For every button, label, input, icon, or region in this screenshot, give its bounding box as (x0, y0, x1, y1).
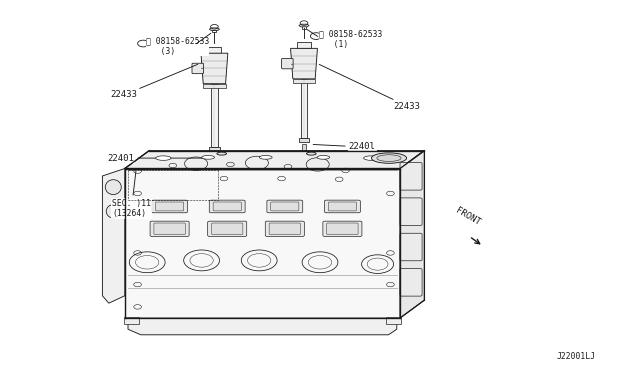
Ellipse shape (317, 155, 330, 159)
Ellipse shape (156, 156, 171, 160)
Bar (297, 42, 311, 48)
Bar (292, 79, 315, 83)
Polygon shape (128, 318, 397, 335)
Bar (212, 30, 216, 32)
FancyBboxPatch shape (282, 58, 293, 69)
FancyBboxPatch shape (269, 223, 301, 235)
FancyBboxPatch shape (152, 200, 188, 213)
FancyBboxPatch shape (150, 221, 189, 237)
Bar (211, 84, 218, 147)
FancyBboxPatch shape (209, 200, 245, 213)
Polygon shape (209, 147, 220, 152)
Text: Ⓑ 08158-62533
   (1): Ⓑ 08158-62533 (1) (319, 29, 382, 49)
FancyBboxPatch shape (327, 223, 358, 235)
FancyBboxPatch shape (265, 221, 305, 237)
Bar (124, 317, 139, 324)
Bar (204, 84, 226, 88)
FancyBboxPatch shape (156, 202, 184, 211)
Bar (212, 154, 217, 164)
Ellipse shape (259, 155, 272, 159)
FancyBboxPatch shape (400, 163, 422, 190)
Ellipse shape (371, 153, 406, 163)
FancyBboxPatch shape (192, 63, 204, 74)
Ellipse shape (364, 156, 379, 160)
FancyBboxPatch shape (324, 200, 360, 213)
FancyBboxPatch shape (328, 202, 356, 211)
Text: 22401: 22401 (108, 154, 207, 163)
Polygon shape (299, 138, 309, 142)
Bar (302, 26, 306, 29)
Polygon shape (201, 53, 228, 84)
Text: 22433: 22433 (319, 64, 420, 110)
Text: Ⓑ 08158-62533
   (3): Ⓑ 08158-62533 (3) (146, 37, 209, 56)
FancyBboxPatch shape (400, 269, 422, 296)
Polygon shape (125, 151, 424, 169)
Bar (301, 79, 307, 138)
Bar (207, 46, 221, 53)
Polygon shape (102, 169, 125, 303)
FancyBboxPatch shape (400, 198, 422, 225)
Polygon shape (299, 24, 309, 27)
Ellipse shape (106, 180, 122, 195)
Polygon shape (400, 151, 424, 318)
Text: SEC. )11
(13264): SEC. )11 (13264) (112, 171, 151, 218)
Polygon shape (212, 163, 216, 164)
FancyBboxPatch shape (207, 221, 246, 237)
FancyBboxPatch shape (323, 221, 362, 237)
Polygon shape (125, 169, 400, 318)
FancyBboxPatch shape (271, 202, 299, 211)
Polygon shape (302, 154, 307, 155)
Bar (302, 144, 307, 155)
Polygon shape (291, 48, 317, 79)
FancyBboxPatch shape (211, 223, 243, 235)
Bar (386, 317, 401, 324)
FancyBboxPatch shape (154, 223, 186, 235)
Text: 2240l: 2240l (313, 142, 376, 151)
Ellipse shape (106, 205, 120, 218)
FancyBboxPatch shape (400, 233, 422, 261)
Polygon shape (209, 28, 220, 31)
Text: 22433: 22433 (111, 64, 198, 99)
FancyBboxPatch shape (213, 202, 241, 211)
Ellipse shape (307, 152, 316, 155)
Ellipse shape (217, 152, 227, 155)
FancyBboxPatch shape (267, 200, 303, 213)
Ellipse shape (202, 155, 214, 159)
Text: FRONT: FRONT (454, 206, 482, 227)
Text: J22001LJ: J22001LJ (556, 352, 595, 361)
Ellipse shape (377, 155, 401, 161)
